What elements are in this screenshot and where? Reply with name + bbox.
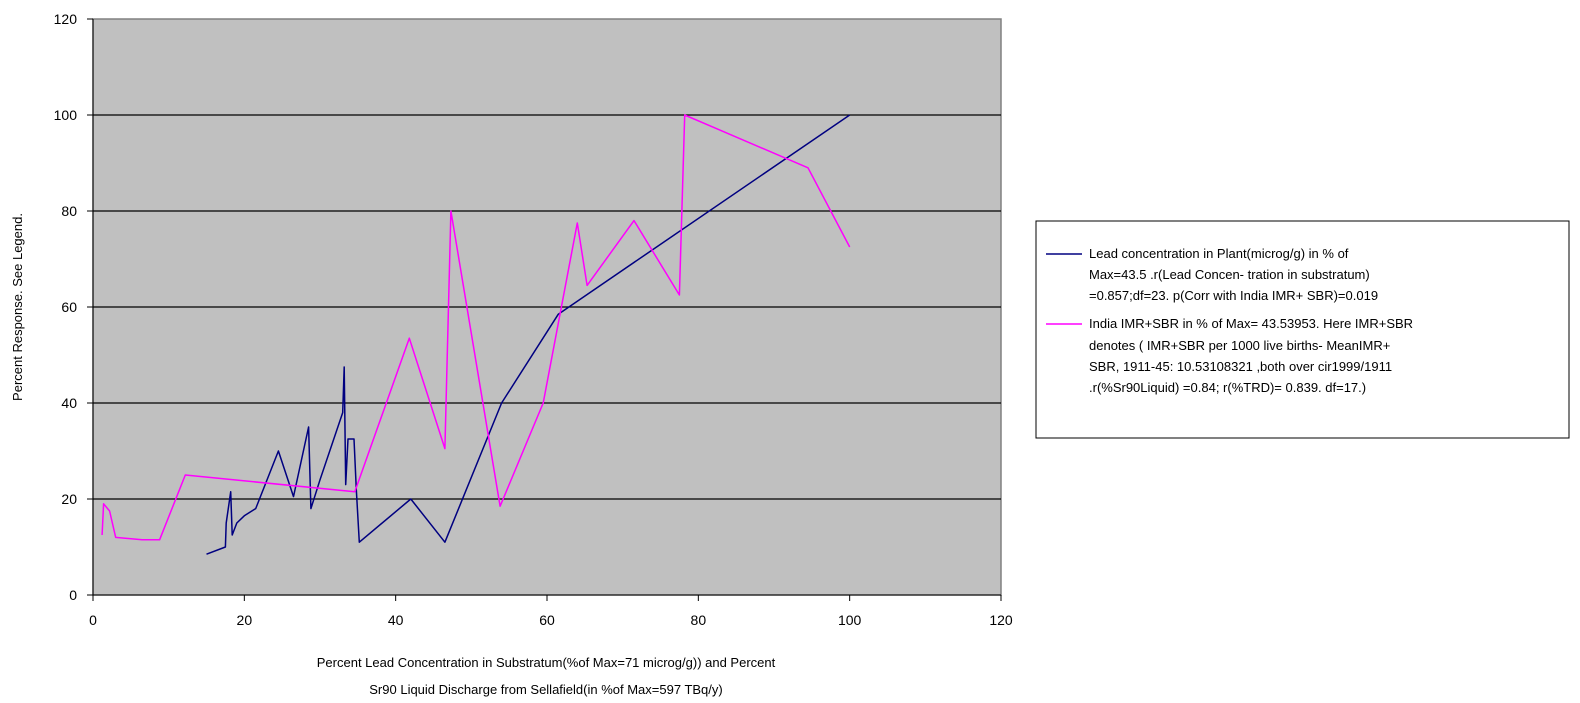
legend-lead-line-3: =0.857;df=23. p(Corr with India IMR+ SBR… — [1089, 288, 1378, 303]
series-lines — [101, 114, 851, 555]
x-tick-label-80: 80 — [691, 612, 707, 628]
x-tick-label-20: 20 — [237, 612, 253, 628]
y-tick-label-80: 80 — [61, 203, 77, 219]
y-axis-label: Percent Response. See Legend. — [10, 213, 25, 401]
x-axis-label-line-1: Percent Lead Concentration in Substratum… — [317, 655, 776, 670]
legend-india-line-3: SBR, 1911-45: 10.53108321 ,both over cir… — [1089, 359, 1392, 374]
tick-labels: 0 20 40 60 80 100 120 0 20 40 60 80 100 120 — [54, 11, 1013, 628]
legend-india-line-2: denotes ( IMR+SBR per 1000 live births- … — [1089, 338, 1390, 353]
legend-india-line-4: .r(%Sr90Liquid) =0.84; r(%TRD)= 0.839. d… — [1089, 380, 1366, 395]
y-tick-label-40: 40 — [61, 395, 77, 411]
legend-india-line-1: India IMR+SBR in % of Max= 43.53953. Her… — [1089, 316, 1413, 331]
x-tick-label-100: 100 — [838, 612, 862, 628]
x-axis-label-line-2: Sr90 Liquid Discharge from Sellafield(in… — [369, 682, 722, 697]
series-line-lead — [206, 114, 851, 555]
y-tick-label-0: 0 — [69, 587, 77, 603]
series-line-india — [101, 114, 851, 541]
legend: Lead concentration in Plant(microg/g) in… — [1035, 220, 1570, 439]
y-tick-label-120: 120 — [54, 11, 78, 27]
legend-lead-line-2: Max=43.5 .r(Lead Concen- tration in subs… — [1089, 267, 1370, 282]
y-tick-label-100: 100 — [54, 107, 78, 123]
x-tick-label-40: 40 — [388, 612, 404, 628]
legend-box — [1035, 220, 1570, 439]
x-tick-label-0: 0 — [89, 612, 97, 628]
y-tick-label-60: 60 — [61, 299, 77, 315]
y-tick-label-20: 20 — [61, 491, 77, 507]
x-tick-label-60: 60 — [539, 612, 555, 628]
legend-lead-line-1: Lead concentration in Plant(microg/g) in… — [1089, 246, 1349, 261]
x-tick-label-120: 120 — [989, 612, 1013, 628]
axes — [87, 18, 1002, 601]
